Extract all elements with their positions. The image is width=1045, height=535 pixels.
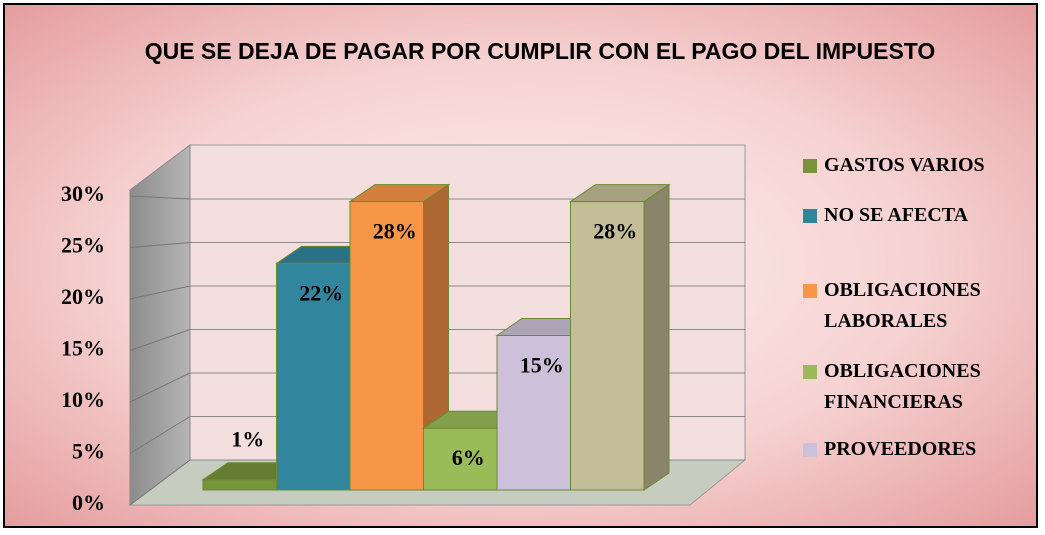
data-label: 1%	[231, 427, 264, 452]
bar-side	[643, 183, 670, 491]
bar	[349, 201, 424, 491]
bar	[570, 201, 645, 491]
legend-item: OBLIGACIONES LABORALES	[803, 278, 1003, 337]
legend-swatch	[803, 209, 817, 223]
grid-line	[129, 416, 191, 454]
chart-title: QUE SE DEJA DE PAGAR POR CUMPLIR CON EL …	[144, 38, 936, 64]
data-label: 28%	[593, 219, 637, 244]
grid-line	[129, 372, 191, 403]
grid-line	[129, 242, 191, 248]
y-tick-label: 0%	[72, 490, 105, 515]
legend-label: OBLIGACIONES FINANCIERAS	[824, 360, 981, 413]
data-label: 6%	[452, 445, 485, 470]
bar	[276, 262, 351, 491]
legend-label: GASTOS VARIOS	[824, 154, 985, 176]
y-tick-label: 25%	[61, 233, 105, 258]
data-label: 15%	[520, 353, 564, 378]
legend-swatch	[803, 443, 817, 457]
bar	[496, 335, 571, 491]
grid-line	[129, 195, 191, 200]
chart: 0% 5% 10% 15% 20% 25% 30% 1% 22% 28% 6% 15% 28%	[61, 144, 747, 515]
legend-label: NO SE AFECTA	[824, 204, 969, 226]
y-tick-label: 30%	[61, 181, 105, 206]
y-tick-label: 10%	[61, 387, 105, 412]
legend-swatch	[803, 159, 817, 173]
chart-frame: 0% 5% 10% 15% 20% 25% 30% 1% 22% 28% 6% 15% 28% QUE …	[3, 3, 1038, 528]
legend-item: NO SE AFECTA	[803, 203, 1003, 231]
y-tick-label: 15%	[61, 336, 105, 361]
grid-line	[129, 459, 191, 506]
legend-item: OBLIGACIONES FINANCIERAS	[803, 359, 1003, 418]
y-tick-label: 20%	[61, 284, 105, 309]
legend-item: PROVEEDORES	[803, 437, 1003, 465]
legend-label: OBLIGACIONES LABORALES	[824, 279, 981, 332]
bar	[202, 479, 277, 491]
legend-swatch	[803, 365, 817, 379]
y-tick-label: 5%	[72, 439, 105, 464]
data-label: 28%	[373, 219, 417, 244]
grid-line	[129, 329, 191, 351]
data-label: 22%	[299, 280, 343, 305]
legend-swatch	[803, 284, 817, 298]
legend-label: PROVEEDORES	[824, 438, 977, 460]
bar	[423, 427, 498, 491]
legend-item: GASTOS VARIOS	[803, 153, 1003, 181]
grid-line	[129, 285, 191, 300]
